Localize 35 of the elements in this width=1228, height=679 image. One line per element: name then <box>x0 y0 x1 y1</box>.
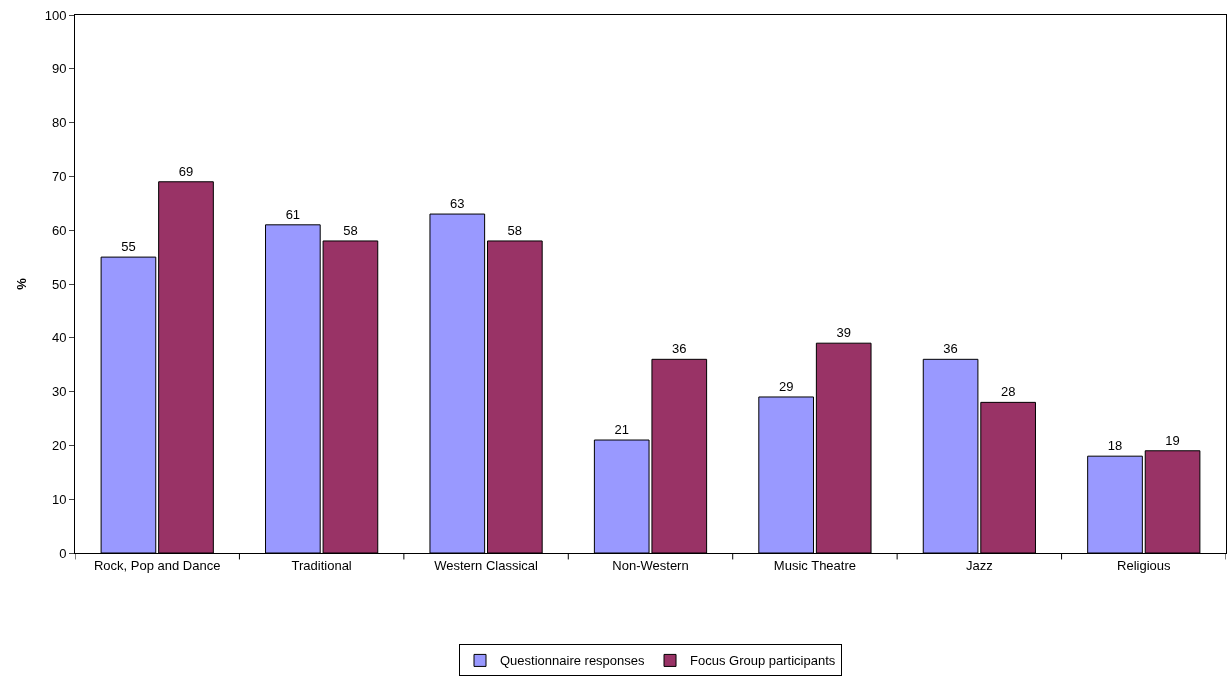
data-label: 29 <box>778 378 794 394</box>
data-label: 19 <box>1165 432 1180 448</box>
x-tick-label: Western Classical <box>434 557 539 573</box>
data-label: 18 <box>1107 438 1123 454</box>
x-tick-label: Non-Western <box>612 557 689 573</box>
y-tick-label: 50 <box>51 276 67 292</box>
y-tick-label: 80 <box>51 115 67 131</box>
y-tick-label: 40 <box>51 330 67 346</box>
y-tick-label: 30 <box>51 384 67 400</box>
data-label: 39 <box>836 325 851 341</box>
y-tick-label: 90 <box>51 61 67 77</box>
data-label: 55 <box>121 239 136 255</box>
legend-label: Questionnaire responses <box>500 653 646 669</box>
y-tick-label: 60 <box>51 222 67 238</box>
data-label: 28 <box>1000 384 1016 400</box>
data-label: 36 <box>672 341 687 357</box>
y-axis-title: % <box>13 277 29 290</box>
data-label: 69 <box>178 163 194 179</box>
data-label: 58 <box>507 222 523 238</box>
y-tick-label: 0 <box>59 545 67 561</box>
data-label: 63 <box>450 196 465 212</box>
data-label: 61 <box>285 206 301 222</box>
y-tick-label: 10 <box>51 491 67 507</box>
x-tick-label: Religious <box>1117 557 1172 573</box>
y-tick-label: 20 <box>51 437 67 453</box>
data-label: 21 <box>614 422 629 438</box>
y-tick-label: 70 <box>51 168 67 184</box>
data-label: 58 <box>343 222 358 238</box>
data-label: 36 <box>943 341 958 357</box>
x-tick-label: Rock, Pop and Dance <box>93 557 221 573</box>
x-tick-label: Traditional <box>291 557 352 573</box>
y-tick-label: 100 <box>44 7 67 23</box>
x-tick-label: Jazz <box>965 557 993 573</box>
x-tick-label: Music Theatre <box>773 557 856 573</box>
legend-label: Focus Group participants <box>690 653 836 669</box>
